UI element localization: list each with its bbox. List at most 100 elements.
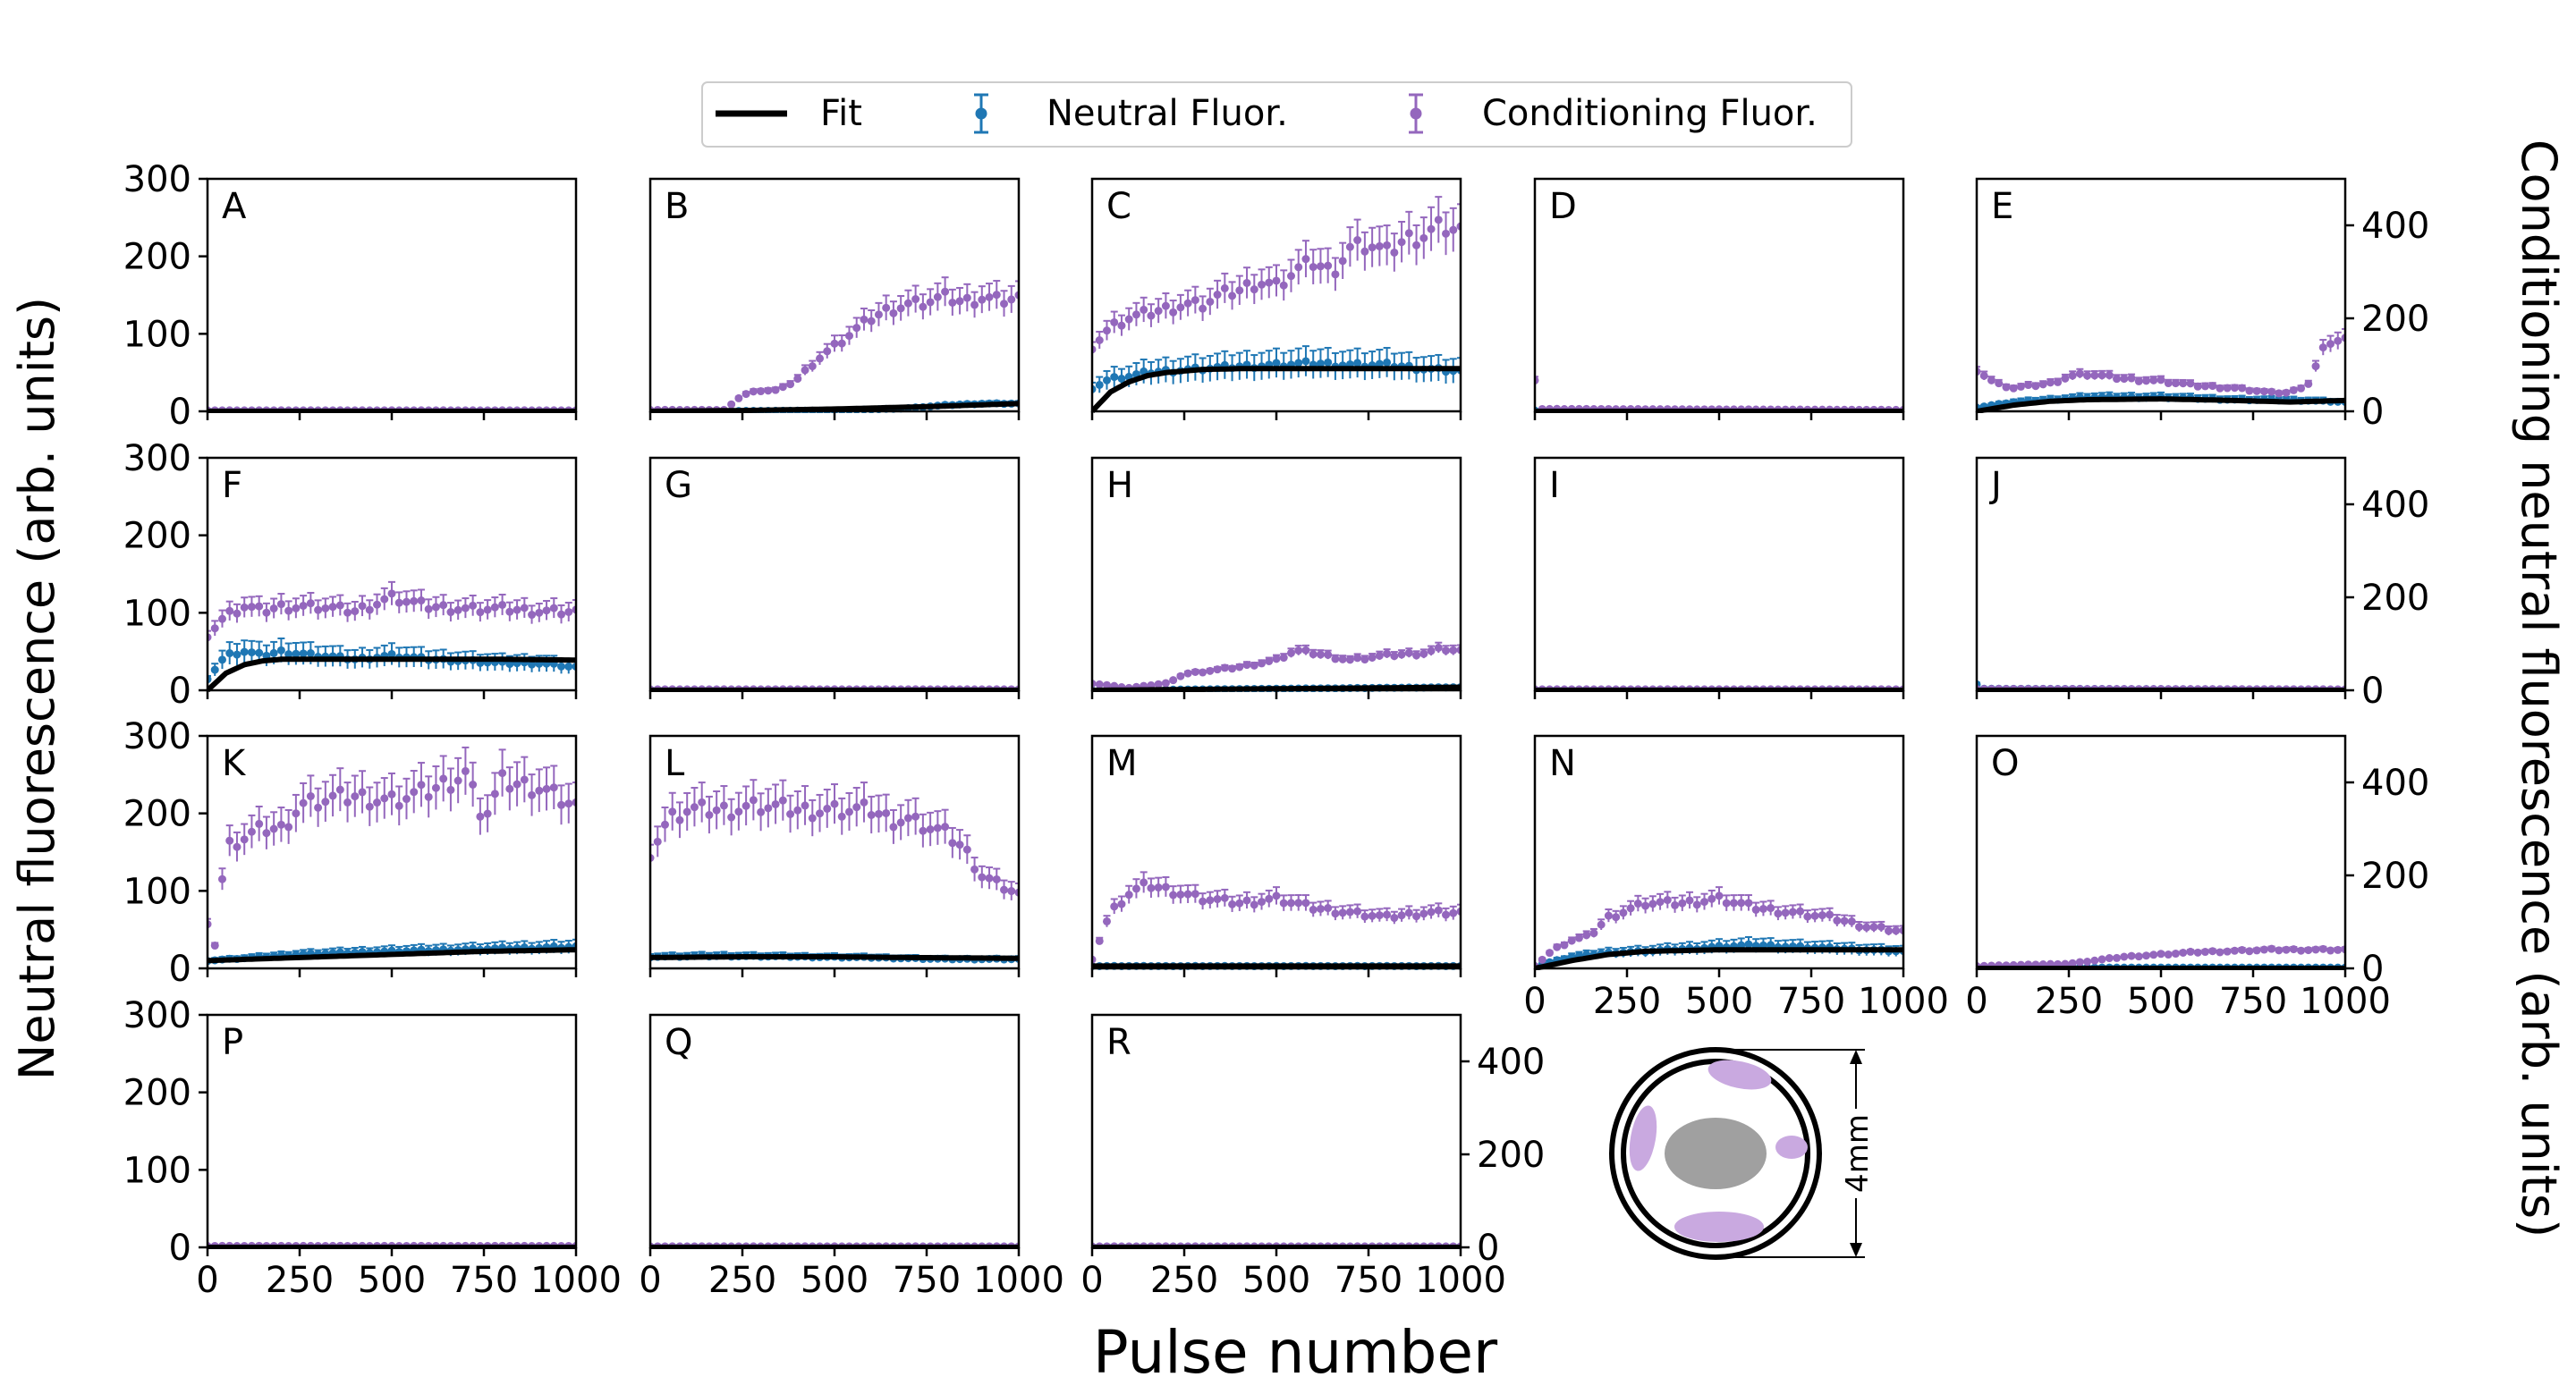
conditioning-point bbox=[1368, 653, 1377, 662]
conditioning-point bbox=[2238, 384, 2247, 393]
panel-label: G bbox=[665, 465, 692, 506]
conditioning-point bbox=[1560, 941, 1569, 950]
conditioning-point bbox=[1553, 942, 1562, 951]
conditioning-point bbox=[417, 762, 426, 807]
conditioning-point bbox=[2326, 946, 2335, 955]
conditioning-point bbox=[1338, 655, 1347, 663]
conditioning-point bbox=[269, 811, 278, 846]
conditioning-point bbox=[830, 783, 839, 824]
panel-frame bbox=[1533, 177, 1905, 413]
conditioning-point bbox=[978, 865, 987, 889]
y-tick-label-left: 300 bbox=[123, 995, 191, 1036]
conditioning-point bbox=[1213, 279, 1222, 309]
panel-label: H bbox=[1106, 465, 1133, 506]
conditioning-point bbox=[255, 805, 264, 841]
conditioning-point bbox=[1383, 648, 1392, 658]
conditioning-point bbox=[1220, 663, 1229, 672]
conditioning-point bbox=[1242, 661, 1251, 670]
conditioning-point bbox=[1110, 898, 1119, 915]
panel-k: K 0 100 200 300 bbox=[123, 716, 578, 990]
conditioning-point bbox=[1678, 894, 1687, 911]
conditioning-point bbox=[2275, 389, 2284, 398]
conditioning-point bbox=[2311, 945, 2320, 954]
conditioning-point bbox=[1228, 895, 1237, 912]
conditioning-point bbox=[2068, 370, 2077, 380]
conditioning-point bbox=[926, 811, 935, 847]
conditioning-point bbox=[431, 765, 440, 810]
conditioning-point bbox=[351, 600, 360, 621]
conditioning-point bbox=[1397, 908, 1406, 922]
conditioning-point bbox=[749, 387, 758, 396]
conditioning-point bbox=[1427, 206, 1436, 251]
conditioning-point bbox=[490, 596, 499, 618]
conditioning-point bbox=[247, 814, 256, 849]
panel-l: L bbox=[648, 734, 1021, 977]
conditioning-point bbox=[453, 756, 462, 804]
conditioning-point bbox=[1161, 876, 1170, 897]
conditioning-point bbox=[1331, 257, 1340, 291]
panel-c: C bbox=[1090, 177, 1462, 420]
conditioning-point bbox=[2216, 384, 2224, 393]
conditioning-series bbox=[208, 746, 576, 950]
conditioning-point bbox=[439, 755, 448, 802]
conditioning-point bbox=[2127, 951, 2136, 960]
conditioning-point bbox=[1427, 645, 1436, 656]
conditioning-point bbox=[2297, 384, 2306, 393]
inset-spot-top bbox=[1707, 1060, 1772, 1090]
panel-label: Q bbox=[665, 1022, 692, 1063]
conditioning-point bbox=[911, 797, 920, 835]
conditioning-point bbox=[2046, 378, 2055, 387]
x-tick-label: 750 bbox=[893, 1260, 961, 1301]
conditioning-point bbox=[1102, 915, 1111, 927]
neutral-series bbox=[1535, 935, 1903, 970]
conditioning-point bbox=[321, 781, 330, 823]
conditioning-point bbox=[2090, 956, 2099, 965]
panel-label: L bbox=[665, 743, 685, 784]
conditioning-point bbox=[513, 761, 521, 807]
conditioning-point bbox=[1147, 877, 1156, 898]
conditioning-point bbox=[2097, 369, 2106, 380]
conditioning-point bbox=[1007, 881, 1016, 900]
conditioning-point bbox=[1796, 903, 1805, 918]
conditioning-point bbox=[2054, 377, 2063, 386]
conditioning-point bbox=[1183, 669, 1192, 678]
conditioning-point bbox=[453, 599, 462, 621]
conditioning-point bbox=[2157, 950, 2165, 959]
conditioning-point bbox=[373, 781, 382, 823]
x-tick-label: 0 bbox=[196, 1260, 218, 1301]
conditioning-point bbox=[217, 867, 226, 891]
y-tick-label-right: 200 bbox=[2361, 578, 2429, 619]
inset-spot-left bbox=[1629, 1105, 1657, 1171]
neutral-point bbox=[380, 644, 389, 667]
conditioning-point bbox=[1169, 885, 1178, 904]
conditioning-point bbox=[896, 295, 905, 321]
conditioning-point bbox=[1235, 275, 1244, 306]
panel-frame bbox=[1090, 734, 1462, 970]
neutral-point bbox=[1338, 351, 1347, 380]
conditioning-point bbox=[2002, 383, 2011, 392]
conditioning-point bbox=[1095, 680, 1104, 688]
y-tick-label-right: 400 bbox=[2361, 206, 2429, 247]
panel-plot-area bbox=[1092, 196, 1461, 413]
conditioning-point bbox=[719, 785, 728, 825]
conditioning-point bbox=[771, 783, 780, 824]
conditioning-point bbox=[1279, 653, 1288, 663]
conditioning-point bbox=[417, 588, 426, 612]
conditioning-point bbox=[1412, 650, 1421, 660]
conditioning-point bbox=[1000, 879, 1009, 900]
conditioning-point bbox=[1412, 224, 1421, 266]
conditioning-point bbox=[1131, 878, 1140, 899]
conditioning-point bbox=[1434, 196, 1443, 243]
conditioning-point bbox=[1692, 896, 1701, 913]
conditioning-point bbox=[1353, 218, 1362, 261]
conditioning-point bbox=[778, 779, 787, 821]
conditioning-point bbox=[210, 620, 219, 637]
conditioning-point bbox=[410, 589, 419, 612]
conditioning-point bbox=[1161, 679, 1170, 688]
conditioning-point bbox=[255, 595, 264, 617]
conditioning-point bbox=[476, 602, 485, 622]
neutral-point bbox=[1309, 350, 1318, 379]
panel-d: D bbox=[1533, 177, 1905, 420]
